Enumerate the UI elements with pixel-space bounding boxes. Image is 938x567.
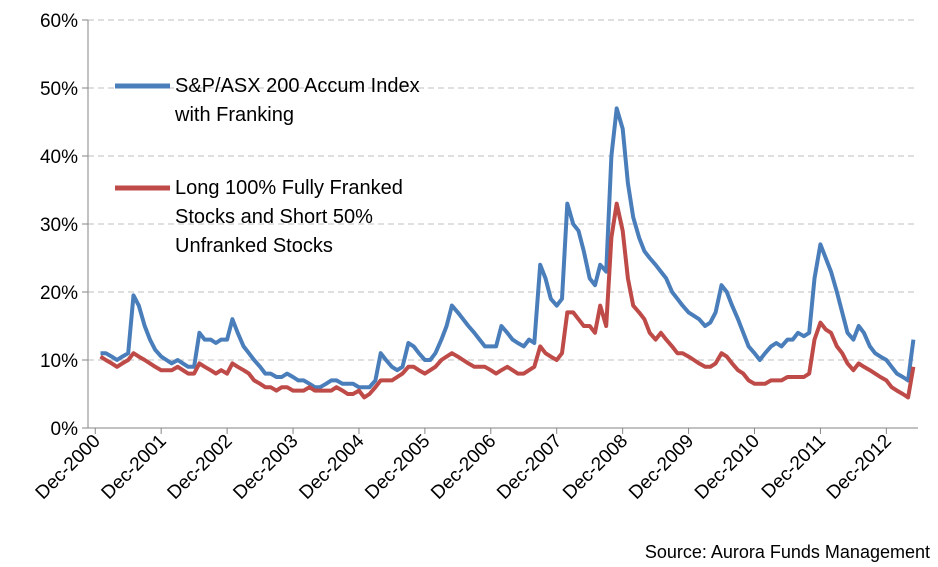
x-tick-label: Dec-2003 xyxy=(229,431,302,504)
x-tick-label: Dec-2007 xyxy=(493,431,566,504)
source-note: Source: Aurora Funds Management xyxy=(644,542,930,562)
x-tick-label: Dec-2012 xyxy=(823,431,896,504)
y-tick-label: 30% xyxy=(40,215,78,236)
x-tick-label: Dec-2005 xyxy=(361,431,434,504)
series-line xyxy=(99,201,916,400)
x-tick-label: Dec-2000 xyxy=(32,431,105,504)
y-tick-label: 50% xyxy=(40,79,78,100)
x-tick-label: Dec-2010 xyxy=(691,431,764,504)
legend-label: Long 100% Fully Franked Stocks and Short… xyxy=(175,177,403,257)
x-tick-label: Dec-2006 xyxy=(427,431,500,504)
y-tick-label: 40% xyxy=(40,147,78,168)
x-tick-label: Dec-2004 xyxy=(295,430,368,503)
series-line xyxy=(100,106,916,390)
x-tick-label: Dec-2002 xyxy=(164,431,237,504)
y-tick-label: 60% xyxy=(40,11,78,32)
x-tick-label: Dec-2011 xyxy=(758,431,830,503)
y-tick-label: 0% xyxy=(51,419,79,440)
x-tick-label: Dec-2001 xyxy=(98,431,171,504)
x-tick-label: Dec-2008 xyxy=(559,431,632,504)
y-tick-label: 20% xyxy=(40,283,78,304)
legend-label: S&P/ASX 200 Accum Index with Franking xyxy=(175,75,420,126)
y-tick-label: 10% xyxy=(40,351,78,372)
x-tick-label: Dec-2009 xyxy=(625,431,698,504)
